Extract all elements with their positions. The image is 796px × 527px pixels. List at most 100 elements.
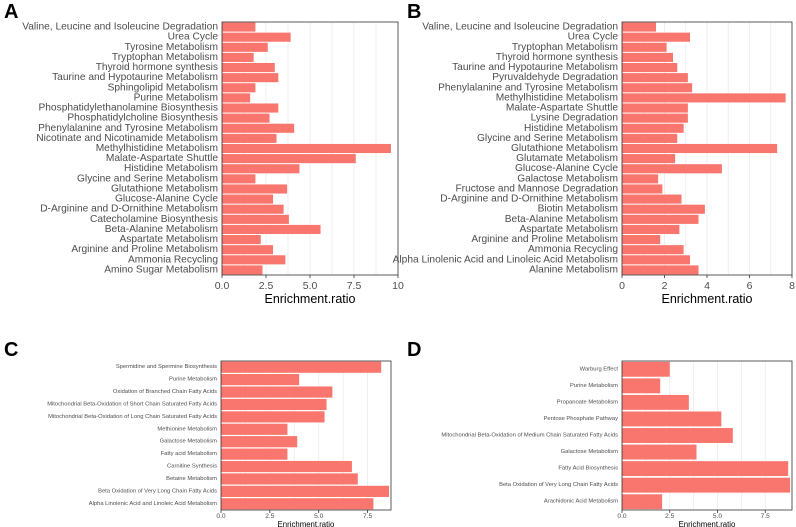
bar-a-22: [222, 245, 274, 255]
bar-c-8: [221, 460, 352, 473]
bar-b-23: [622, 255, 690, 265]
category-label-a-24: Amino Sugar Metabolism: [104, 264, 218, 275]
category-label-a-11: Nicotinate and Nicotinamide Metabolism: [36, 133, 218, 144]
bar-d-5: [622, 444, 697, 460]
bar-b-21: [622, 235, 661, 245]
bar-b-18: [622, 204, 705, 214]
bar-b-8: [622, 103, 688, 113]
category-label-c-10: Beta Oxidation of Very Long Chain Fatty …: [98, 488, 217, 494]
plot-frame-c: [220, 360, 392, 511]
category-label-a-22: Arginine and Proline Metabolism: [71, 244, 218, 255]
category-label-a-23: Ammonia Recycling: [128, 254, 218, 265]
category-label-c-0: Spermidine and Spermine Biosynthesis: [116, 364, 217, 370]
bar-b-7: [622, 93, 786, 103]
plot-frame-d: [621, 360, 793, 511]
bar-a-16: [222, 184, 288, 194]
bar-a-19: [222, 214, 289, 224]
category-label-a-17: Glucose-Alanine Cycle: [115, 194, 218, 205]
x-tick-label-c-2: 5.0: [314, 513, 323, 520]
category-label-b-1: Urea Cycle: [568, 32, 619, 43]
bar-b-0: [622, 22, 656, 32]
category-label-b-2: Tryptophan Metabolism: [512, 42, 618, 53]
category-label-b-0: Valine, Leucine and Isoleucine Degradati…: [422, 22, 618, 33]
bar-c-7: [221, 448, 288, 460]
bar-d-4: [622, 428, 733, 443]
category-label-a-10: Phenylalanine and Tyrosine Metabolism: [38, 123, 218, 134]
category-label-a-0: Valine, Leucine and Isoleucine Degradati…: [22, 22, 218, 33]
x-tick-label-c-3: 7.5: [363, 513, 372, 520]
bar-b-2: [622, 42, 667, 52]
category-label-b-11: Glycine and Serine Metabolism: [477, 133, 618, 144]
x-axis-title-a: Enrichment.ratio: [264, 292, 355, 306]
x-tick-label-b-0: 0: [619, 280, 625, 292]
category-label-b-6: Phenylalanine and Tyrosine Metabolism: [438, 82, 618, 93]
category-label-c-3: Mitochondrial Beta-Oxidation of Short Ch…: [47, 401, 217, 407]
category-label-a-16: Glutathione Metabolism: [111, 183, 218, 194]
bar-a-5: [222, 73, 279, 83]
bar-b-3: [622, 52, 673, 62]
bar-a-17: [222, 194, 274, 204]
category-label-b-13: Glutamate Metabolism: [516, 153, 618, 164]
x-tick-label-c-0: 0.0: [216, 513, 225, 520]
bar-a-20: [222, 224, 321, 235]
category-label-a-9: Phosphatidylcholine Biosynthesis: [67, 113, 218, 124]
x-tick-label-d-1: 2.5: [665, 513, 674, 520]
category-label-c-1: Purine Metabolism: [169, 377, 217, 383]
x-tick-label-a-4: 10: [392, 280, 404, 292]
bar-a-1: [222, 32, 291, 42]
category-label-d-0: Warburg Effect: [580, 366, 619, 372]
category-label-b-24: Alanine Metabolism: [529, 264, 618, 275]
bar-b-12: [622, 143, 778, 154]
category-label-b-10: Histidine Metabolism: [524, 123, 618, 134]
category-label-a-21: Aspartate Metabolism: [119, 234, 218, 245]
bar-d-8: [622, 494, 663, 510]
category-label-a-6: Sphingolipid Metabolism: [108, 82, 218, 93]
category-label-c-6: Galactose Metabolism: [160, 439, 218, 445]
category-label-a-5: Taurine and Hypotaurine Metabolism: [52, 72, 218, 83]
bar-c-11: [221, 498, 374, 510]
category-label-a-20: Beta-Alanine Metabolism: [105, 224, 218, 235]
category-label-b-17: D-Arginine and D-Ornithine Metabolism: [440, 194, 618, 205]
category-label-b-18: Biotin Metabolism: [538, 204, 618, 215]
category-label-d-8: Arachidonic Acid Metabolism: [544, 499, 618, 505]
bar-a-7: [222, 93, 251, 103]
category-label-c-9: Betaine Metabolism: [166, 476, 217, 482]
bar-c-10: [221, 485, 390, 497]
chart-panel-b: Valine, Leucine and Isoleucine Degradati…: [393, 22, 795, 306]
category-label-d-5: Galactose Metabolism: [561, 449, 619, 455]
category-label-b-4: Taurine and Hypotaurine Metabolism: [452, 62, 618, 73]
bar-a-13: [222, 154, 356, 164]
category-label-b-14: Glucose-Alanine Cycle: [515, 163, 618, 174]
category-label-b-15: Galactose Metabolism: [517, 173, 618, 184]
bar-c-9: [221, 473, 358, 485]
chart-panel-d: Warburg Effect Purine Metabolism Propanoat…: [441, 360, 793, 527]
chart-panel-c: Spermidine and Spermine Biosynthesis Puri…: [47, 360, 392, 527]
x-tick-label-d-2: 5.0: [713, 513, 722, 520]
x-tick-label-a-0: 0.0: [215, 280, 230, 292]
category-label-c-7: Fatty acid Metabolism: [161, 451, 218, 457]
category-label-c-11: Alpha Linolenic Acid and Linoleic Acid M…: [89, 501, 217, 507]
bar-c-6: [221, 436, 298, 448]
x-tick-label-c-1: 2.5: [265, 513, 274, 520]
bar-c-4: [221, 411, 325, 423]
category-label-d-6: Fatty Acid Biosynthesis: [558, 466, 618, 472]
bar-c-5: [221, 423, 288, 435]
category-label-b-23: Alpha Linolenic Acid and Linoleic Acid M…: [393, 254, 618, 265]
bar-b-6: [622, 83, 693, 93]
category-label-a-2: Tyrosine Metabolism: [125, 42, 218, 53]
category-label-a-13: Malate-Aspartate Shuttle: [106, 153, 218, 164]
bar-d-3: [622, 411, 722, 427]
bar-d-6: [622, 461, 789, 477]
bar-b-20: [622, 224, 680, 235]
category-label-c-5: Methionine Metabolism: [157, 426, 217, 432]
bar-a-21: [222, 235, 261, 245]
category-label-a-8: Phosphatidylethanolamine Biosynthesis: [38, 103, 218, 114]
bar-d-0: [622, 361, 670, 377]
category-label-a-15: Glycine and Serine Metabolism: [77, 173, 218, 184]
category-label-b-8: Malate-Aspartate Shuttle: [506, 103, 618, 114]
category-label-a-7: Purine Metabolism: [134, 92, 218, 103]
category-label-d-3: Pentose Phosphate Pathway: [544, 416, 619, 422]
bar-a-3: [222, 52, 254, 62]
bar-a-18: [222, 204, 284, 214]
bar-b-4: [622, 62, 678, 73]
